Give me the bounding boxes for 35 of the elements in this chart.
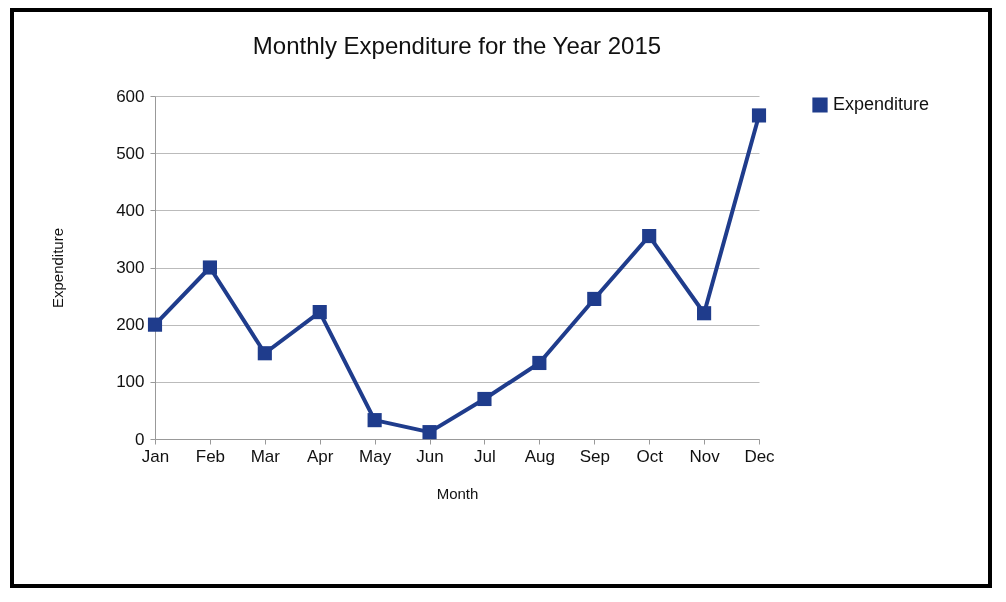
x-tick-label: Oct [636,446,664,466]
x-tick-label: Dec [744,446,776,466]
x-tick-label: Apr [306,446,334,466]
point [312,305,327,320]
point [422,425,437,440]
y-tick-label: 100 [116,372,145,392]
y-tick-label: 500 [116,143,145,163]
point [587,291,602,307]
point [367,413,382,428]
y-tick-label: 600 [116,86,145,106]
x-tick-label: Sep [579,446,610,466]
y-tick-label: 400 [116,200,145,220]
chart-title: Monthly Expenditure for the Year 2015 [252,32,662,59]
y-tick-label: 0 [135,429,145,449]
y-tick-label: 200 [116,315,145,335]
x-tick-label: Jun [416,446,444,466]
point [697,306,712,321]
point [477,391,492,407]
point [202,260,217,275]
y-tick-label: 300 [116,258,145,277]
x-tick-label: Jul [474,446,496,466]
point [257,346,272,361]
x-tick-label: May [359,446,392,466]
x-tick-label: Feb [195,446,226,466]
y-axis-title: Expenditure [49,227,67,309]
point [532,355,547,371]
point [147,317,163,332]
point [751,108,767,123]
x-tick-label: Jan [141,446,170,466]
x-axis-title: Month [436,484,479,502]
legend-label: Expenditure [833,94,930,114]
x-tick-label: Nov [689,446,721,466]
point [642,228,657,244]
x-tick-label: Aug [524,446,555,466]
x-tick-label: Mar [250,446,281,466]
